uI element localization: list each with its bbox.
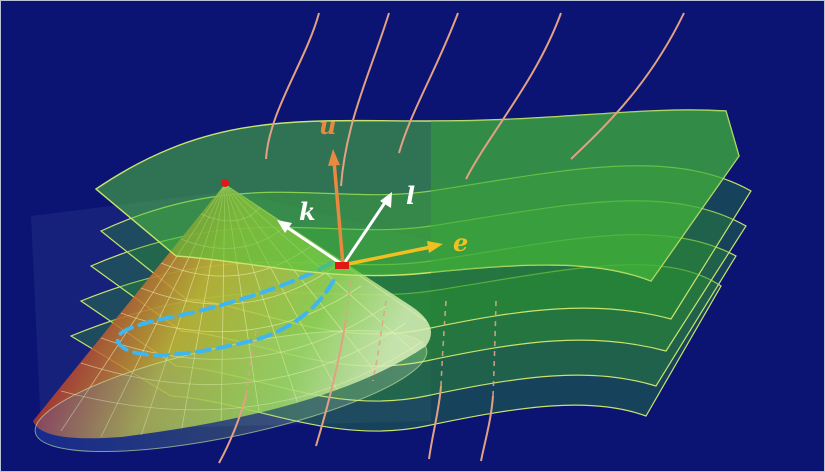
worldline-6 [315,318,347,447]
worldline-7 [428,385,442,460]
closed-dashed-curve [115,261,338,357]
event-point [335,262,349,269]
worldline-3 [398,12,459,154]
l-arrowhead [380,192,392,208]
worldline-1 [265,12,320,160]
worldline-dashed-segments [245,280,497,397]
worldline-4 [465,12,562,180]
label-k: k [299,197,316,226]
worldline-2 [340,12,390,187]
label-u: u [319,111,336,140]
l-vector [341,200,388,266]
label-l: l [406,181,415,210]
label-e: e [453,228,468,257]
e-arrowhead [427,241,443,253]
k-vector [284,224,344,267]
u-vector [332,160,345,266]
cone-apex-point [221,179,229,187]
tangent-vectors [277,149,443,267]
k-arrowhead [277,220,292,233]
worldline-8 [480,395,494,462]
worldlines [218,12,685,464]
worldline-9 [218,395,247,464]
worldline-5 [570,12,685,160]
e-vector [342,245,432,267]
u-arrowhead [328,149,340,166]
hypersurface-top-right-highlight [431,109,739,282]
